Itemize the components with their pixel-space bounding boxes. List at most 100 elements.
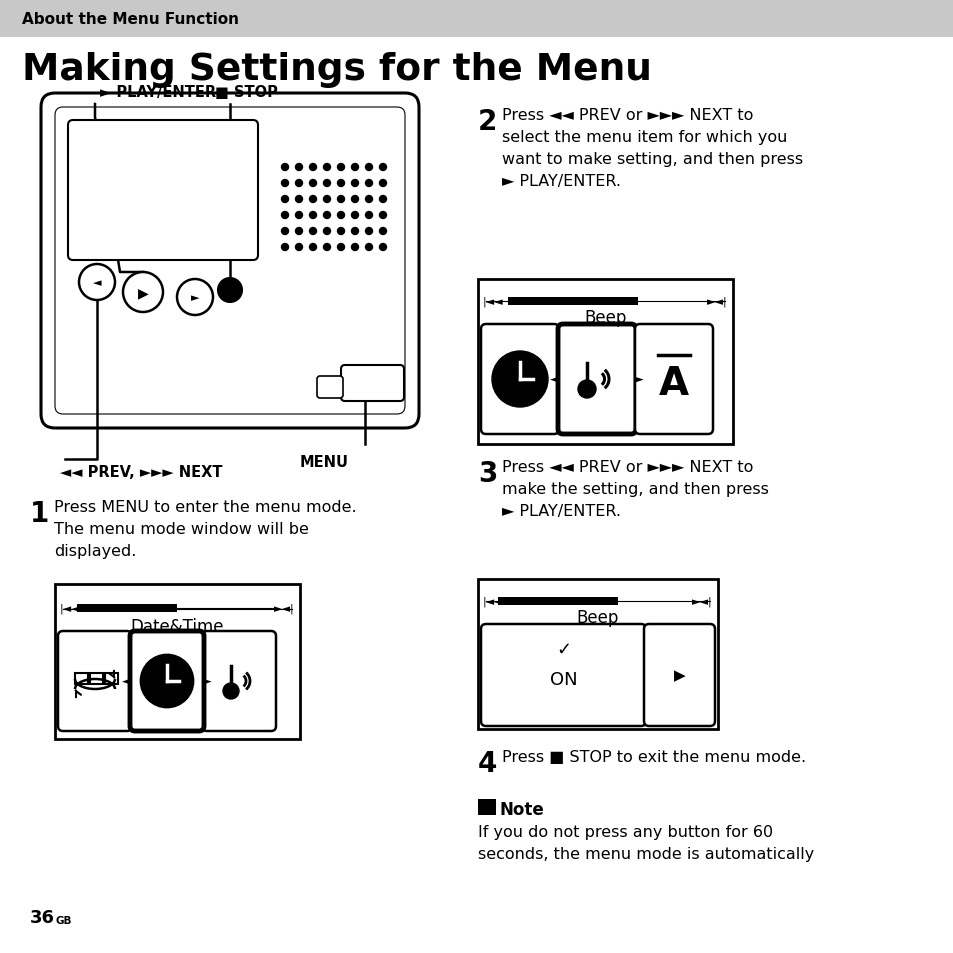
Bar bbox=[477, 280, 732, 444]
Circle shape bbox=[379, 180, 386, 188]
Circle shape bbox=[351, 164, 358, 172]
Circle shape bbox=[309, 180, 316, 188]
Circle shape bbox=[365, 164, 372, 172]
Text: ◄: ◄ bbox=[550, 374, 559, 386]
FancyBboxPatch shape bbox=[480, 624, 645, 726]
Circle shape bbox=[365, 180, 372, 188]
Circle shape bbox=[218, 278, 242, 303]
Circle shape bbox=[223, 683, 239, 700]
Text: Making Settings for the Menu: Making Settings for the Menu bbox=[22, 52, 651, 88]
Text: ▶: ▶ bbox=[673, 668, 684, 682]
Circle shape bbox=[295, 244, 302, 252]
Circle shape bbox=[79, 265, 115, 301]
Circle shape bbox=[281, 229, 288, 235]
Text: make the setting, and then press: make the setting, and then press bbox=[501, 481, 768, 497]
FancyBboxPatch shape bbox=[635, 325, 712, 435]
Circle shape bbox=[281, 196, 288, 203]
Circle shape bbox=[123, 273, 163, 313]
Circle shape bbox=[309, 196, 316, 203]
Text: ◄◄ PREV, ►►► NEXT: ◄◄ PREV, ►►► NEXT bbox=[60, 464, 222, 479]
Text: ► PLAY/ENTER.: ► PLAY/ENTER. bbox=[501, 503, 620, 518]
FancyBboxPatch shape bbox=[202, 631, 275, 731]
Text: Beep: Beep bbox=[577, 608, 618, 626]
Text: displayed.: displayed. bbox=[54, 543, 136, 558]
Circle shape bbox=[295, 180, 302, 188]
Text: ►◄|: ►◄| bbox=[706, 296, 727, 307]
FancyBboxPatch shape bbox=[58, 631, 132, 731]
Circle shape bbox=[379, 229, 386, 235]
Circle shape bbox=[379, 164, 386, 172]
Circle shape bbox=[351, 229, 358, 235]
FancyBboxPatch shape bbox=[130, 631, 204, 731]
Circle shape bbox=[309, 164, 316, 172]
Text: Press ■ STOP to exit the menu mode.: Press ■ STOP to exit the menu mode. bbox=[501, 749, 805, 764]
Circle shape bbox=[492, 352, 547, 408]
Text: Beep: Beep bbox=[583, 309, 626, 327]
Text: 2: 2 bbox=[477, 108, 497, 136]
Circle shape bbox=[323, 213, 330, 219]
Circle shape bbox=[379, 196, 386, 203]
Circle shape bbox=[379, 213, 386, 219]
Bar bbox=[0, 0, 953, 38]
Circle shape bbox=[337, 196, 344, 203]
FancyBboxPatch shape bbox=[316, 376, 343, 398]
FancyBboxPatch shape bbox=[643, 624, 714, 726]
Text: |◄◄: |◄◄ bbox=[482, 296, 503, 307]
Text: ► PLAY/ENTER.: ► PLAY/ENTER. bbox=[501, 173, 620, 189]
Circle shape bbox=[281, 180, 288, 188]
Circle shape bbox=[295, 164, 302, 172]
Text: Note: Note bbox=[499, 801, 544, 818]
Bar bbox=[77, 604, 177, 613]
Bar bbox=[105, 673, 118, 684]
Text: |◄◄: |◄◄ bbox=[482, 597, 503, 607]
Text: ON: ON bbox=[549, 670, 577, 688]
FancyBboxPatch shape bbox=[480, 325, 558, 435]
Text: ►◄|: ►◄| bbox=[692, 597, 712, 607]
Circle shape bbox=[365, 229, 372, 235]
Circle shape bbox=[281, 244, 288, 252]
Bar bbox=[477, 579, 718, 729]
Text: 1: 1 bbox=[30, 499, 50, 527]
Text: 3: 3 bbox=[477, 459, 497, 488]
Text: If you do not press any button for 60: If you do not press any button for 60 bbox=[477, 824, 772, 840]
Text: |◄◄: |◄◄ bbox=[60, 603, 81, 614]
Circle shape bbox=[295, 213, 302, 219]
FancyBboxPatch shape bbox=[340, 366, 403, 401]
Text: seconds, the menu mode is automatically: seconds, the menu mode is automatically bbox=[477, 846, 814, 862]
Circle shape bbox=[309, 244, 316, 252]
Text: Date&Time: Date&Time bbox=[131, 618, 224, 636]
Text: MENU: MENU bbox=[299, 455, 349, 470]
Circle shape bbox=[323, 180, 330, 188]
Text: ►: ► bbox=[202, 675, 212, 688]
Text: ►: ► bbox=[634, 374, 643, 386]
Circle shape bbox=[337, 180, 344, 188]
Circle shape bbox=[337, 229, 344, 235]
Circle shape bbox=[281, 164, 288, 172]
Circle shape bbox=[365, 196, 372, 203]
Circle shape bbox=[578, 380, 596, 398]
Circle shape bbox=[379, 244, 386, 252]
Circle shape bbox=[365, 244, 372, 252]
Text: ►◄|: ►◄| bbox=[274, 603, 294, 614]
Circle shape bbox=[323, 229, 330, 235]
Circle shape bbox=[309, 229, 316, 235]
Bar bbox=[477, 800, 496, 815]
Text: want to make setting, and then press: want to make setting, and then press bbox=[501, 152, 802, 167]
Circle shape bbox=[351, 196, 358, 203]
Bar bbox=[90, 673, 103, 684]
Circle shape bbox=[141, 656, 193, 707]
Bar bbox=[75, 673, 88, 684]
Text: select the menu item for which you: select the menu item for which you bbox=[501, 130, 786, 145]
Text: 4: 4 bbox=[477, 749, 497, 778]
Circle shape bbox=[337, 213, 344, 219]
Text: About the Menu Function: About the Menu Function bbox=[22, 11, 239, 27]
Text: ✓: ✓ bbox=[556, 640, 571, 659]
Text: ◄: ◄ bbox=[92, 277, 101, 288]
Text: ► PLAY/ENTER: ► PLAY/ENTER bbox=[100, 85, 216, 100]
Text: 36: 36 bbox=[30, 908, 55, 926]
Text: A: A bbox=[659, 365, 688, 402]
Circle shape bbox=[351, 180, 358, 188]
Bar bbox=[497, 598, 618, 605]
Text: Press MENU to enter the menu mode.: Press MENU to enter the menu mode. bbox=[54, 499, 356, 515]
Circle shape bbox=[351, 244, 358, 252]
